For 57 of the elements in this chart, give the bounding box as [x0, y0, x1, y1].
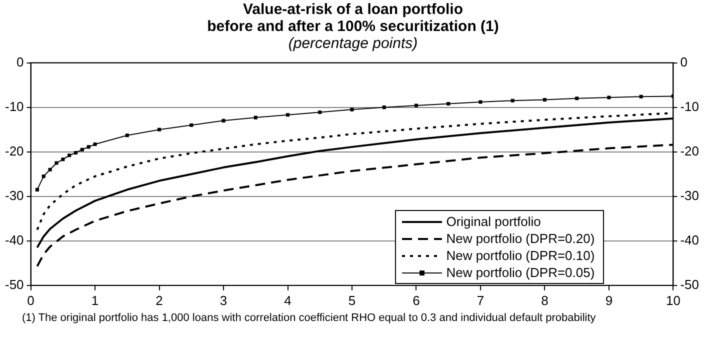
- chart-title: Value-at-risk of a loan portfolio before and after a 100% securitization (1): [206, 1, 500, 35]
- point: [158, 128, 162, 132]
- point: [222, 118, 226, 122]
- point: [414, 104, 418, 108]
- point: [54, 161, 58, 165]
- point: [542, 98, 546, 102]
- x-tick-label: 3: [220, 292, 228, 308]
- x-tick-label: 1: [91, 292, 99, 308]
- x-tick-label: 7: [476, 292, 484, 308]
- y-tick-label: -30: [4, 188, 24, 203]
- x-tick-label: 9: [605, 292, 613, 308]
- point: [382, 106, 386, 110]
- point: [478, 100, 482, 104]
- x-tick-label: 4: [284, 292, 292, 308]
- y2-tick-label: -30: [680, 188, 700, 203]
- x-tick-label: 2: [156, 292, 163, 308]
- point: [61, 158, 65, 162]
- y-tick-label: -50: [4, 276, 24, 292]
- y2-tick-label: 0: [680, 54, 688, 70]
- point: [639, 94, 643, 98]
- x-tick-label: 5: [348, 292, 356, 308]
- point: [35, 188, 39, 192]
- point: [74, 150, 78, 154]
- text: (1) The original portfolio has 1,000 loans with correlation coefficient RHO equal to 0.3 and individual default probability: [21, 312, 597, 325]
- y2-tick-label: -40: [680, 232, 700, 248]
- chart-subtitle: (percentage points): [287, 35, 419, 52]
- legend-label: Original portfolio: [446, 214, 541, 230]
- point: [86, 145, 90, 149]
- y-tick-label: -40: [4, 232, 24, 248]
- legend-label: New portfolio (DPR=0.10): [446, 248, 595, 264]
- point: [80, 148, 84, 152]
- y-tick-label: 0: [16, 54, 24, 70]
- x-tick-label: 0: [27, 292, 34, 308]
- point: [446, 102, 450, 106]
- y-tick-label: -10: [4, 98, 24, 114]
- x-tick-label: 10: [666, 292, 680, 308]
- y2-tick-label: -10: [680, 98, 700, 114]
- point: [48, 168, 52, 172]
- x-tick-label: 6: [412, 292, 420, 308]
- y2-tick-label: -20: [680, 143, 700, 158]
- point: [42, 174, 46, 178]
- point: [318, 110, 322, 114]
- legend-label: New portfolio (DPR=0.05): [446, 265, 595, 280]
- point: [68, 154, 72, 158]
- point: [254, 116, 258, 120]
- y-tick-label: -20: [4, 143, 24, 158]
- point: [607, 96, 611, 100]
- y2-tick-label: -50: [680, 276, 700, 292]
- point: [575, 96, 579, 100]
- legend-label: New portfolio (DPR=0.20): [446, 231, 595, 246]
- x-tick-label: 8: [541, 292, 548, 308]
- point: [350, 108, 354, 112]
- point: [286, 113, 290, 117]
- point: [190, 123, 194, 127]
- point: [93, 142, 97, 146]
- point: [125, 134, 129, 138]
- point: [510, 98, 514, 102]
